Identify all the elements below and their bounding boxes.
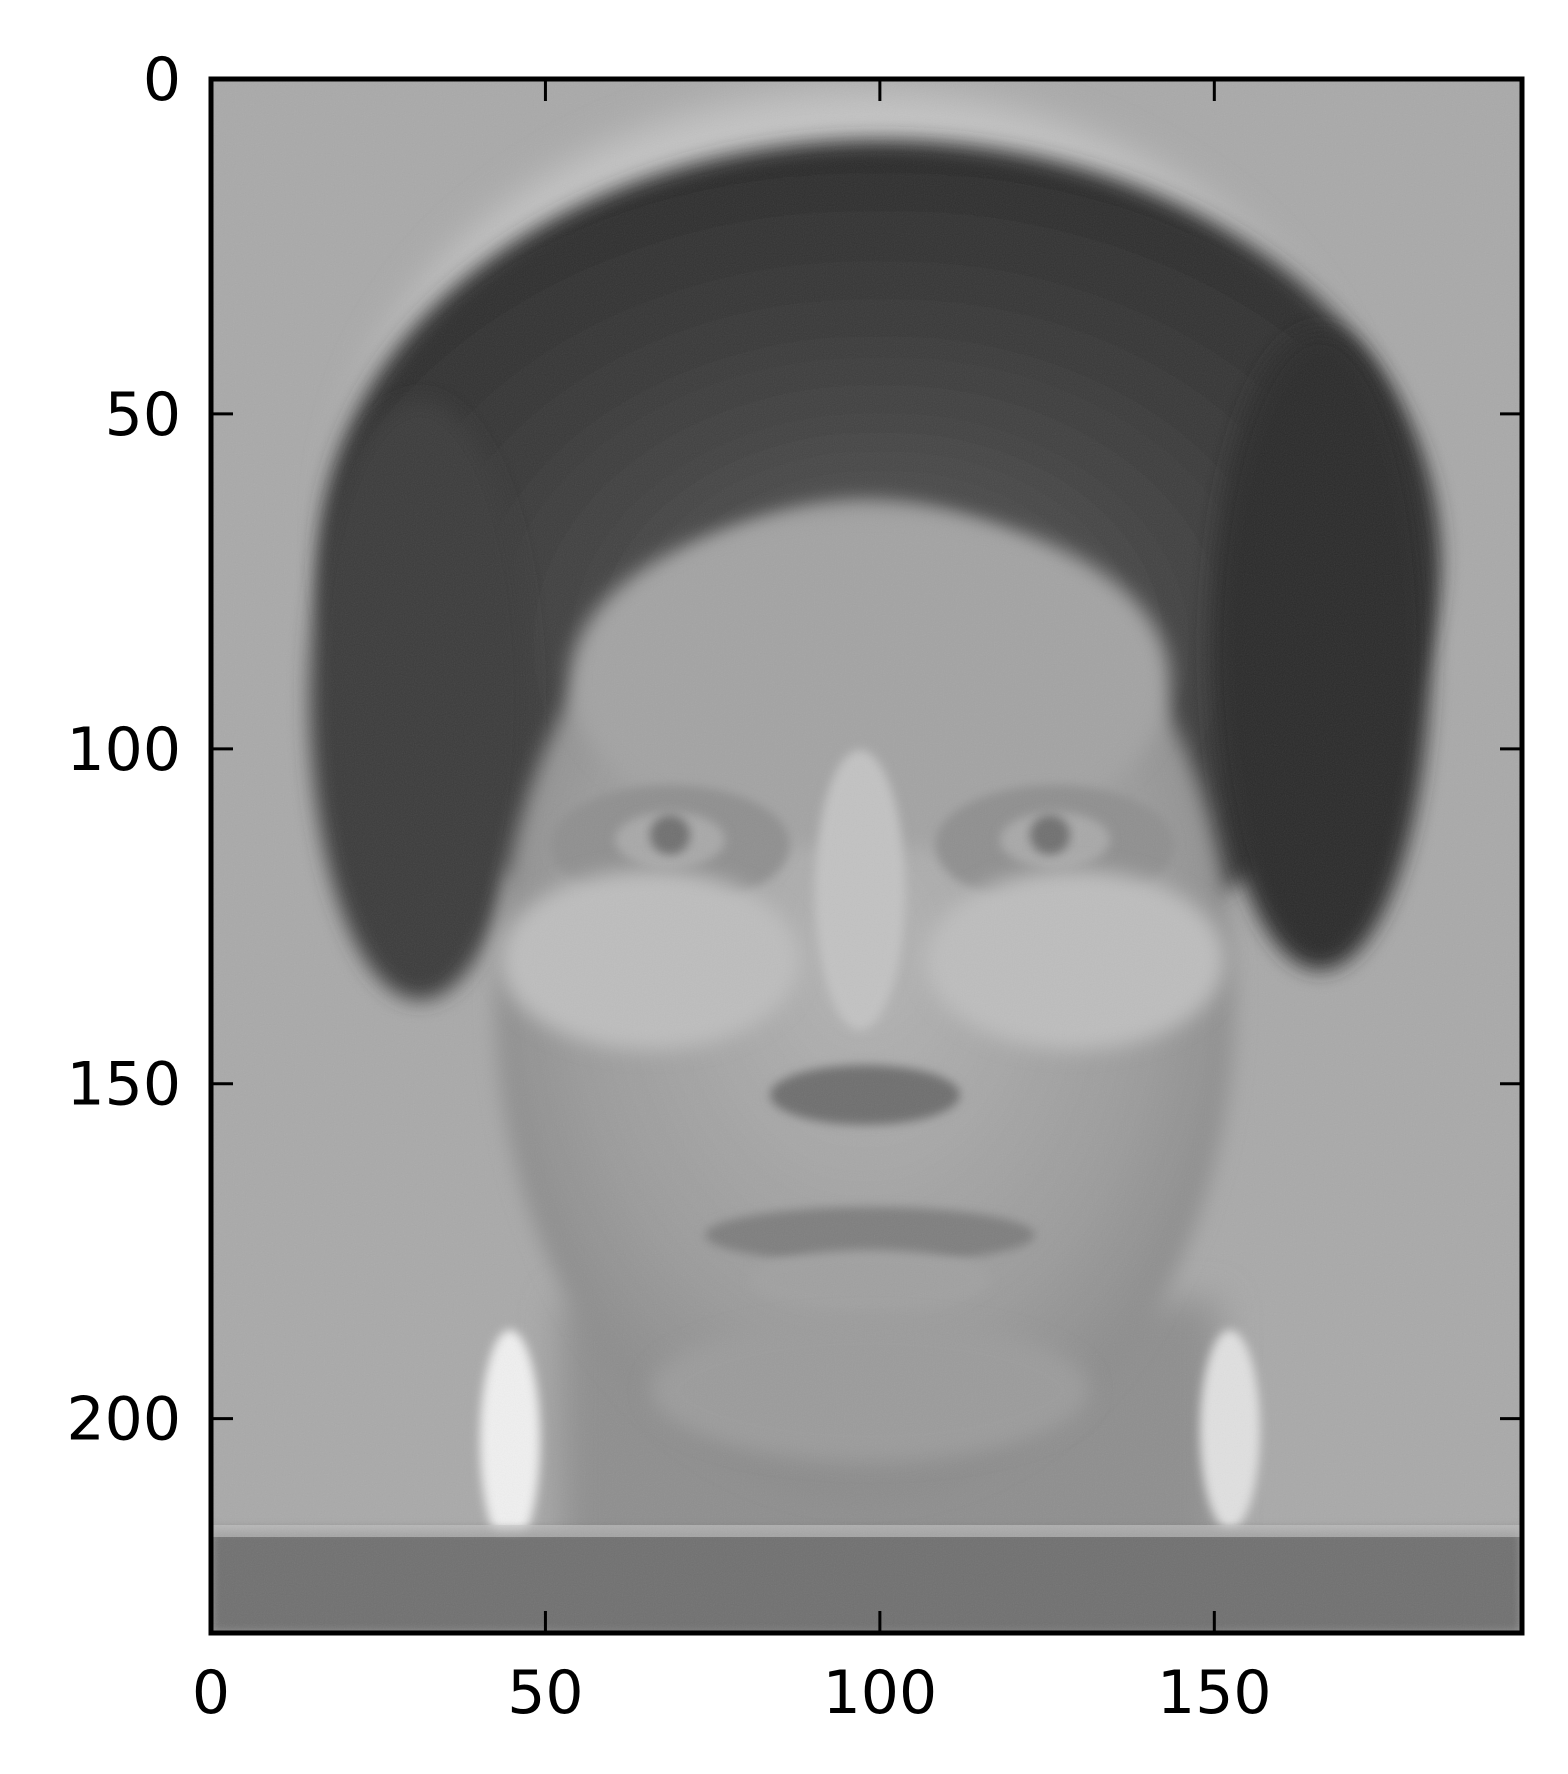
y-tick-label: 200 bbox=[66, 1385, 181, 1455]
x-tick-label: 100 bbox=[823, 1658, 938, 1728]
y-tick-label: 150 bbox=[66, 1050, 181, 1120]
y-tick-label: 100 bbox=[66, 715, 181, 785]
grayscale-face-image bbox=[211, 79, 1522, 1640]
x-tick-label: 0 bbox=[192, 1658, 230, 1728]
x-tick-label: 50 bbox=[507, 1658, 583, 1728]
x-tick-label: 150 bbox=[1157, 1658, 1272, 1728]
y-tick-label: 50 bbox=[105, 380, 181, 450]
y-tick-label: 0 bbox=[143, 45, 181, 115]
